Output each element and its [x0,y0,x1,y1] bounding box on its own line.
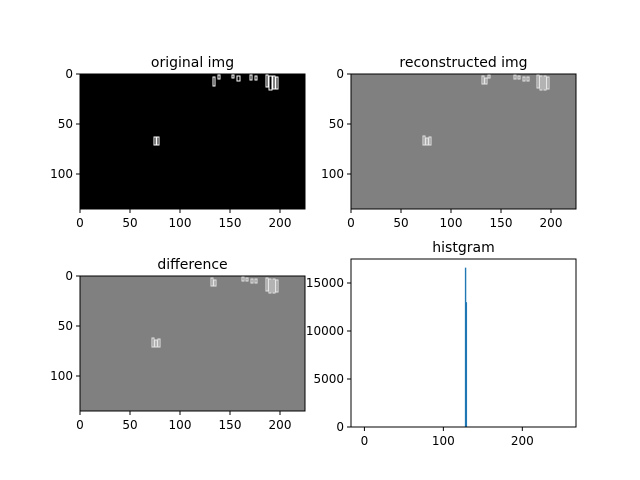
x-tick-label: 150 [490,216,513,230]
edge-mark [543,75,547,91]
y-tick-label: 100 [321,167,344,181]
x-tick-label: 0 [361,434,369,448]
edge-mark [231,74,235,79]
image-background [351,74,576,209]
x-tick-label: 150 [219,216,242,230]
edge-mark [241,276,245,282]
y-tick-label: 15000 [306,276,344,290]
edge-mark [245,277,249,282]
reconstructed-img-panel: reconstructed img 0 50 100 150 200 0 50 100 [321,55,577,230]
edge-mark [236,75,241,82]
edge-mark [154,339,158,348]
histogram-bar [464,267,467,427]
edge-mark [546,76,550,90]
edge-mark [517,75,521,80]
edge-mark [157,338,161,348]
y-tick-label: 100 [50,167,73,181]
y-tick-label: 50 [58,117,73,131]
x-tick-label: 0 [76,216,84,230]
y-tick-label: 0 [336,67,344,81]
panel-title: original img [151,55,234,71]
edge-mark [265,277,269,292]
x-tick-label: 50 [393,216,408,230]
panel-title: reconstructed img [399,55,527,71]
edge-mark [254,75,258,81]
plot-area [351,259,576,427]
y-tick-label: 100 [50,369,73,383]
edge-mark [539,75,543,91]
y-tick-label: 50 [329,117,344,131]
y-tick-label: 0 [65,67,73,81]
x-tick-label: 100 [432,434,455,448]
edge-mark [272,278,276,294]
edge-mark [156,136,160,146]
edge-mark [212,76,216,87]
edge-mark [151,337,155,348]
edge-mark [275,76,279,90]
edge-mark [481,75,485,85]
y-tick-label: 0 [65,269,73,283]
edge-mark [268,75,273,91]
edge-mark [275,279,279,293]
axes-frame [350,73,577,210]
x-tick-label: 0 [347,216,355,230]
x-tick-label: 200 [269,216,292,230]
axes-frame [79,275,306,412]
edge-mark [217,74,221,80]
y-tick-label: 10000 [306,324,344,338]
histogram-bar [465,302,468,427]
x-tick-label: 50 [122,418,137,432]
image-background [80,276,305,411]
x-tick-label: 200 [511,434,534,448]
edge-mark [272,75,276,90]
x-tick-label: 0 [76,418,84,432]
edge-mark [265,74,269,88]
difference-panel: difference 0 50 100 150 200 0 50 100 [50,257,306,432]
edge-mark [484,77,488,85]
edge-mark [210,277,214,287]
edge-mark [522,76,526,82]
x-tick-label: 100 [440,216,463,230]
x-tick-label: 150 [219,418,242,432]
edge-mark [425,137,429,146]
histogram-panel: histgram 0 100 200 0 5000 10000 15000 [306,240,577,448]
edge-mark [536,74,540,89]
axes-frame [350,258,577,428]
edge-mark [213,279,217,287]
edge-mark [526,76,530,82]
axes-frame [79,73,306,210]
original-img-panel: original img 0 50 100 150 200 0 50 100 [50,55,306,230]
x-tick-label: 50 [122,216,137,230]
x-tick-label: 200 [269,418,292,432]
edge-mark [249,74,253,81]
edge-mark [153,136,157,146]
edge-mark [250,278,254,284]
x-tick-label: 100 [169,216,192,230]
y-tick-label: 5000 [313,372,344,386]
edge-mark [254,278,258,284]
edge-mark [428,136,432,146]
edge-mark [513,74,517,80]
edge-mark [422,135,426,146]
y-tick-label: 0 [336,420,344,434]
edge-mark [487,74,491,79]
panel-title: difference [157,257,227,273]
panel-title: histgram [432,240,494,256]
x-tick-label: 100 [169,418,192,432]
y-tick-label: 50 [58,319,73,333]
x-tick-label: 200 [540,216,563,230]
image-background [80,74,305,209]
edge-mark [268,278,272,294]
